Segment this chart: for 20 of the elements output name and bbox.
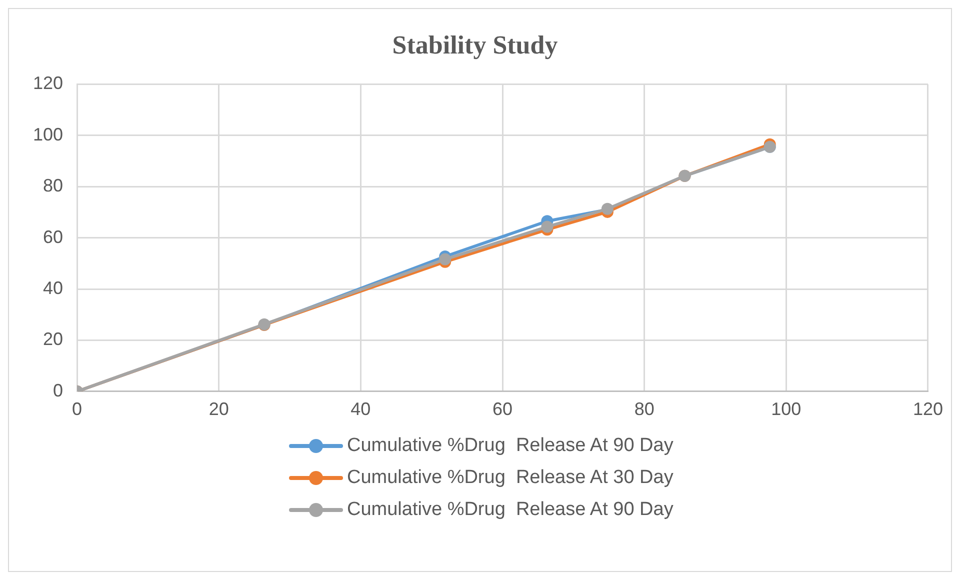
x-tick-label: 80 [634,399,654,420]
x-tick-label: 100 [771,399,802,420]
x-tick-label: 20 [208,399,229,420]
y-tick-label: 100 [32,124,64,144]
chart-title: Stability Study [392,30,558,60]
x-tick-label: 120 [912,399,944,420]
y-tick-label: 0 [53,380,64,400]
y-tick-label: 120 [32,73,64,94]
legend-label: Cumulative %Drug Release At 90 Day [347,499,674,521]
point [541,220,554,233]
point [439,253,452,266]
x-tick-label: 60 [492,399,513,420]
x-tick-label: 0 [72,399,82,420]
x-tick-label: 40 [350,399,371,420]
y-tick-label: 80 [43,176,64,196]
y-tick-label: 60 [43,226,64,247]
legend-label: Cumulative %Drug Release At 90 Day [347,435,674,457]
legend-label: Cumulative %Drug Release At 30 Day [347,467,674,489]
y-tick-label: 40 [43,278,64,298]
y-tick-label: 20 [43,329,64,350]
